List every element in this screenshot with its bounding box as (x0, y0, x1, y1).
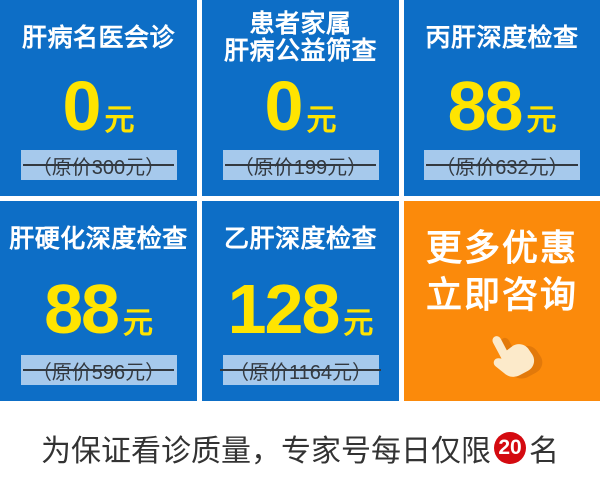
offer-card-hepb-exam[interactable]: 乙肝深度检查 128 元 （原价1164元） (202, 201, 399, 401)
original-price: （原价596元） (22, 356, 175, 385)
price-unit: 元 (526, 104, 557, 137)
offer-title-line: 乙肝深度检查 (223, 224, 377, 253)
original-price-band: （原价1164元） (219, 355, 382, 385)
offer-title: 肝病名医会诊 (22, 12, 175, 64)
offer-card-cirrhosis-exam[interactable]: 肝硬化深度检查 88 元 （原价596元） (0, 201, 197, 401)
price-unit: 元 (306, 104, 337, 137)
limit-count-badge: 20 (494, 431, 526, 464)
price-unit: 元 (122, 307, 153, 340)
offer-price: 0 元 (0, 64, 197, 150)
price-value: 88 (44, 270, 120, 348)
pointer-hand-icon (485, 326, 543, 384)
cta-card-consult[interactable]: 更多优惠 立即咨询 (404, 201, 600, 401)
original-price-band: （原价596元） (20, 355, 177, 385)
original-price: （原价199元） (224, 151, 377, 180)
limit-text-before: 为保证看诊质量，专家号每日仅限 (41, 434, 491, 468)
original-price-band: （原价632元） (424, 150, 580, 180)
original-price: （原价632元） (426, 151, 579, 180)
offer-title-line: 肝硬化深度检查 (9, 224, 188, 253)
price-value: 88 (447, 67, 524, 145)
cta-text-line: 更多优惠 (425, 227, 578, 268)
offer-title: 乙肝深度检查 (224, 213, 377, 265)
offer-title: 患者家属 肝病公益筛查 (223, 10, 377, 65)
offer-price: 0 元 (202, 64, 399, 150)
original-price-band: （原价300元） (20, 150, 177, 180)
price-value: 0 (62, 67, 102, 145)
cta-text: 更多优惠 立即咨询 (426, 224, 578, 318)
offer-title-line: 丙肝深度检查 (425, 23, 579, 52)
daily-limit-note: 为保证看诊质量，专家号每日仅限 20 名 (0, 401, 600, 500)
original-price: （原价300元） (22, 151, 175, 180)
offer-card-hepc-exam[interactable]: 丙肝深度检查 88 元 （原价632元） (404, 0, 600, 196)
offer-price: 88 元 (0, 265, 197, 355)
limit-text-after: 名 (529, 434, 559, 468)
price-unit: 元 (104, 104, 135, 137)
cta-text-line: 立即咨询 (425, 274, 578, 315)
offer-grid: 肝病名医会诊 0 元 （原价300元） 患者家属 肝病公益筛查 0 (0, 0, 600, 401)
offer-title: 肝硬化深度检查 (9, 213, 188, 265)
price-value: 0 (264, 67, 304, 145)
offer-card-consultation[interactable]: 肝病名医会诊 0 元 （原价300元） (0, 0, 197, 196)
original-price-band: （原价199元） (222, 150, 379, 180)
price-value: 128 (227, 270, 341, 348)
offer-title-line: 患者家属 (249, 10, 352, 38)
offer-card-family-screening[interactable]: 患者家属 肝病公益筛查 0 元 （原价199元） (202, 0, 399, 196)
offer-title-line: 肝病名医会诊 (21, 23, 175, 52)
offer-price: 128 元 (202, 265, 399, 355)
offer-title: 丙肝深度检查 (425, 12, 578, 64)
price-unit: 元 (343, 307, 374, 340)
offer-price: 88 元 (404, 64, 600, 150)
original-price: （原价1164元） (219, 356, 382, 385)
offer-title-line: 肝病公益筛查 (223, 37, 377, 65)
